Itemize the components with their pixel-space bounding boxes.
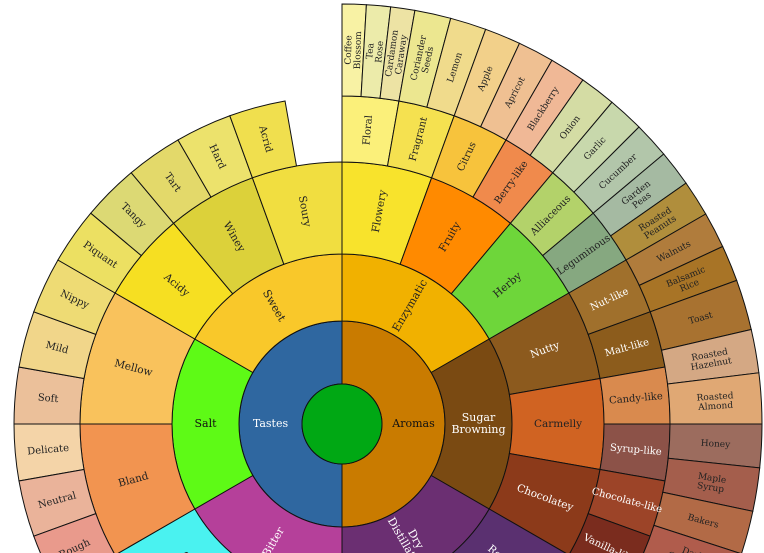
label-tastes: Tastes xyxy=(253,417,289,430)
label-soft: Soft xyxy=(37,392,58,405)
segment-rough[interactable] xyxy=(33,512,115,553)
label-aromas: Aromas xyxy=(391,417,435,430)
label-carmelly: Carmelly xyxy=(534,418,582,430)
label-cardamon-caraway: CardamonCaraway xyxy=(384,29,410,79)
segment-acrid[interactable] xyxy=(229,100,298,179)
label-dark-chocolate: DarkChocolate xyxy=(666,541,716,553)
label-honey: Honey xyxy=(700,438,731,450)
label-soury: Soury xyxy=(296,195,313,228)
segment-resinous[interactable] xyxy=(451,508,569,553)
label-syrup-like: Syrup-like xyxy=(610,442,663,457)
label-candy-like: Candy-like xyxy=(609,390,664,406)
wheel-center-hub[interactable] xyxy=(301,383,383,465)
label-sugar-browning: Sugar Browning xyxy=(451,411,505,436)
label-salt: Salt xyxy=(194,417,217,430)
wheel-segments xyxy=(13,3,763,553)
label-roasted-almond: RoastedAlmond xyxy=(696,391,734,413)
label-floral: Floral xyxy=(361,115,375,146)
label-delicate: Delicate xyxy=(27,442,70,457)
label-tea-rose: TeaRose xyxy=(364,40,385,64)
segment-vanilla-like[interactable] xyxy=(569,512,651,553)
segment-dark-chocolate[interactable] xyxy=(642,524,742,553)
segment-neutral[interactable] xyxy=(18,468,97,537)
label-coffee-blossom: CoffeeBlossom xyxy=(343,30,364,69)
label-maple-syrup: MapleSyrup xyxy=(696,471,727,495)
